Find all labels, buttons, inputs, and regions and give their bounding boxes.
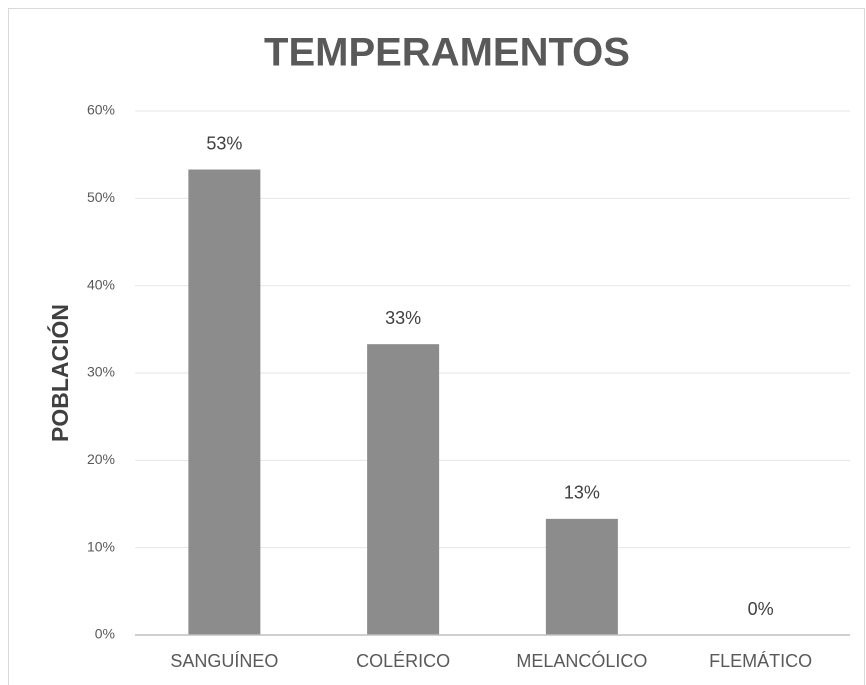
data-label: 0% bbox=[748, 599, 774, 619]
y-tick-label: 30% bbox=[87, 364, 115, 380]
chart-title: TEMPERAMENTOS bbox=[264, 31, 630, 75]
bar bbox=[545, 518, 618, 635]
data-label: 33% bbox=[385, 308, 421, 328]
x-tick-label: SANGUÍNEO bbox=[170, 651, 278, 671]
x-tick-label: MELANCÓLICO bbox=[516, 650, 647, 671]
bar bbox=[367, 344, 440, 635]
data-label: 13% bbox=[564, 483, 600, 503]
y-tick-label: 10% bbox=[87, 538, 115, 554]
bar bbox=[188, 169, 261, 635]
y-tick-label: 50% bbox=[87, 189, 115, 205]
y-tick-label: 60% bbox=[87, 102, 115, 118]
x-tick-label: COLÉRICO bbox=[356, 651, 450, 671]
x-tick-label: FLEMÁTICO bbox=[709, 651, 812, 671]
y-tick-label: 0% bbox=[95, 626, 115, 642]
y-tick-label: 20% bbox=[87, 451, 115, 467]
y-tick-label: 40% bbox=[87, 276, 115, 292]
data-label: 53% bbox=[206, 133, 242, 153]
y-axis-label: POBLACIÓN bbox=[46, 304, 73, 442]
